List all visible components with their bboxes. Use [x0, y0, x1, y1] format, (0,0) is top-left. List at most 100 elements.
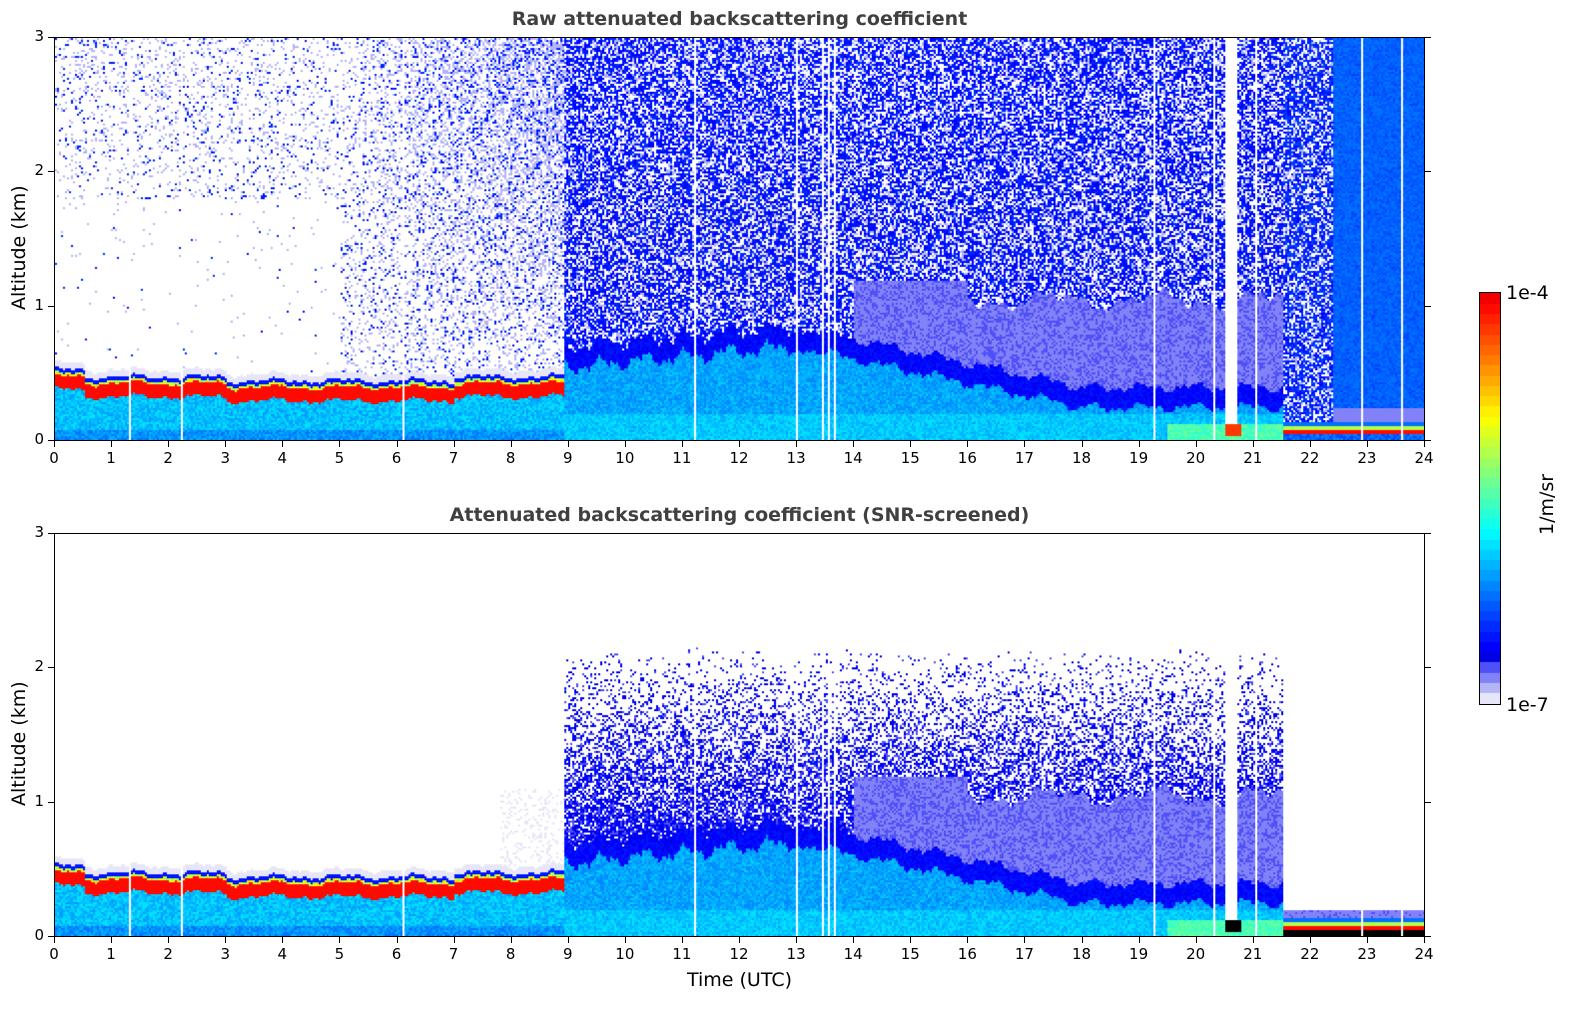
x-tick-label: 17 — [1014, 449, 1034, 467]
x-tick-mark — [1024, 441, 1026, 447]
top-plot-title: Raw attenuated backscattering coefficien… — [511, 8, 968, 30]
x-tick-label: 5 — [334, 945, 345, 963]
x-tick-mark — [168, 441, 170, 447]
x-tick-label: 14 — [843, 945, 863, 963]
x-tick-mark — [225, 441, 227, 447]
x-tick-mark — [681, 937, 683, 943]
y-tick-mark-right — [1425, 667, 1431, 669]
x-tick-label: 21 — [1243, 449, 1263, 467]
colorbar-unit-label: 1/m/sr — [1536, 473, 1558, 535]
top-y-axis-label: Altitude (km) — [8, 185, 30, 310]
colorbar-min-label: 1e-7 — [1506, 694, 1549, 716]
y-tick-mark — [48, 801, 54, 803]
colorbar — [1479, 292, 1501, 705]
x-tick-mark — [111, 441, 113, 447]
x-tick-mark — [624, 441, 626, 447]
x-tick-mark — [1138, 441, 1140, 447]
x-tick-label: 4 — [277, 945, 288, 963]
x-tick-label: 19 — [1129, 945, 1149, 963]
x-tick-mark — [1081, 441, 1083, 447]
x-tick-mark — [796, 441, 798, 447]
x-tick-label: 3 — [220, 945, 231, 963]
x-tick-label: 4 — [277, 449, 288, 467]
x-tick-mark — [796, 937, 798, 943]
x-tick-label: 9 — [562, 945, 573, 963]
y-tick-mark-right — [1425, 37, 1431, 38]
y-tick-mark-right — [1425, 533, 1431, 534]
x-tick-mark — [1424, 441, 1425, 447]
y-tick-label: 2 — [34, 161, 44, 180]
x-tick-mark — [396, 441, 398, 447]
x-tick-label: 17 — [1014, 945, 1034, 963]
x-tick-mark — [853, 441, 855, 447]
y-tick-mark-right — [1425, 936, 1431, 937]
x-tick-mark — [853, 937, 855, 943]
y-tick-mark-right — [1425, 305, 1431, 307]
x-tick-mark — [967, 441, 969, 447]
x-axis-label: Time (UTC) — [686, 969, 793, 991]
raw-backscatter-plot — [54, 37, 1425, 441]
x-tick-label: 21 — [1243, 945, 1263, 963]
x-tick-mark — [510, 937, 512, 943]
x-tick-label: 2 — [163, 945, 173, 963]
y-tick-label: 3 — [34, 523, 44, 541]
x-tick-label: 23 — [1357, 449, 1377, 467]
x-tick-label: 11 — [672, 449, 692, 467]
x-tick-mark — [967, 937, 969, 943]
x-tick-label: 8 — [505, 945, 516, 963]
x-tick-label: 1 — [106, 449, 116, 467]
x-tick-label: 1 — [106, 945, 116, 963]
x-tick-mark — [396, 937, 398, 943]
x-tick-label: 22 — [1300, 945, 1320, 963]
x-tick-mark — [282, 937, 284, 943]
x-tick-label: 11 — [672, 945, 692, 963]
x-tick-mark — [282, 441, 284, 447]
y-tick-label: 0 — [34, 926, 44, 944]
x-tick-label: 16 — [957, 449, 977, 467]
screened-backscatter-plot — [54, 533, 1425, 937]
x-tick-mark — [1309, 937, 1311, 943]
x-tick-label: 8 — [505, 449, 516, 467]
x-tick-label: 13 — [786, 449, 806, 467]
x-tick-mark — [1366, 441, 1368, 447]
colorbar-max-label: 1e-4 — [1506, 282, 1549, 304]
x-tick-mark — [1309, 441, 1311, 447]
y-tick-label: 1 — [34, 295, 44, 314]
x-tick-label: 24 — [1414, 449, 1434, 467]
x-tick-mark — [54, 441, 55, 447]
x-tick-label: 20 — [1186, 945, 1206, 963]
x-tick-label: 15 — [900, 945, 920, 963]
x-tick-label: 2 — [163, 449, 173, 467]
x-tick-mark — [1366, 937, 1368, 943]
x-tick-mark — [339, 937, 341, 943]
x-tick-label: 22 — [1300, 449, 1320, 467]
x-tick-mark — [1252, 441, 1254, 447]
x-tick-mark — [739, 441, 740, 447]
y-tick-label: 1 — [34, 791, 44, 810]
y-tick-mark — [48, 440, 54, 441]
x-tick-mark — [111, 937, 113, 943]
x-tick-mark — [624, 937, 626, 943]
bottom-y-axis-label: Altitude (km) — [8, 681, 30, 806]
x-tick-mark — [910, 441, 912, 447]
x-tick-label: 23 — [1357, 945, 1377, 963]
x-tick-mark — [567, 441, 569, 447]
x-tick-mark — [1195, 441, 1197, 447]
x-tick-mark — [54, 937, 55, 943]
x-tick-label: 24 — [1414, 945, 1434, 963]
x-tick-mark — [1252, 937, 1254, 943]
x-tick-label: 9 — [562, 449, 573, 467]
x-tick-label: 18 — [1071, 945, 1092, 963]
x-tick-mark — [339, 441, 341, 447]
x-tick-mark — [1195, 937, 1197, 943]
y-tick-label: 3 — [34, 27, 44, 45]
y-tick-label: 0 — [34, 430, 44, 448]
y-tick-mark-right — [1425, 440, 1431, 441]
x-tick-mark — [225, 937, 227, 943]
y-tick-mark-right — [1425, 801, 1431, 803]
x-tick-label: 19 — [1129, 449, 1149, 467]
x-tick-label: 12 — [729, 449, 749, 467]
x-tick-label: 0 — [49, 945, 59, 963]
x-tick-label: 5 — [334, 449, 345, 467]
x-tick-label: 6 — [391, 449, 402, 467]
